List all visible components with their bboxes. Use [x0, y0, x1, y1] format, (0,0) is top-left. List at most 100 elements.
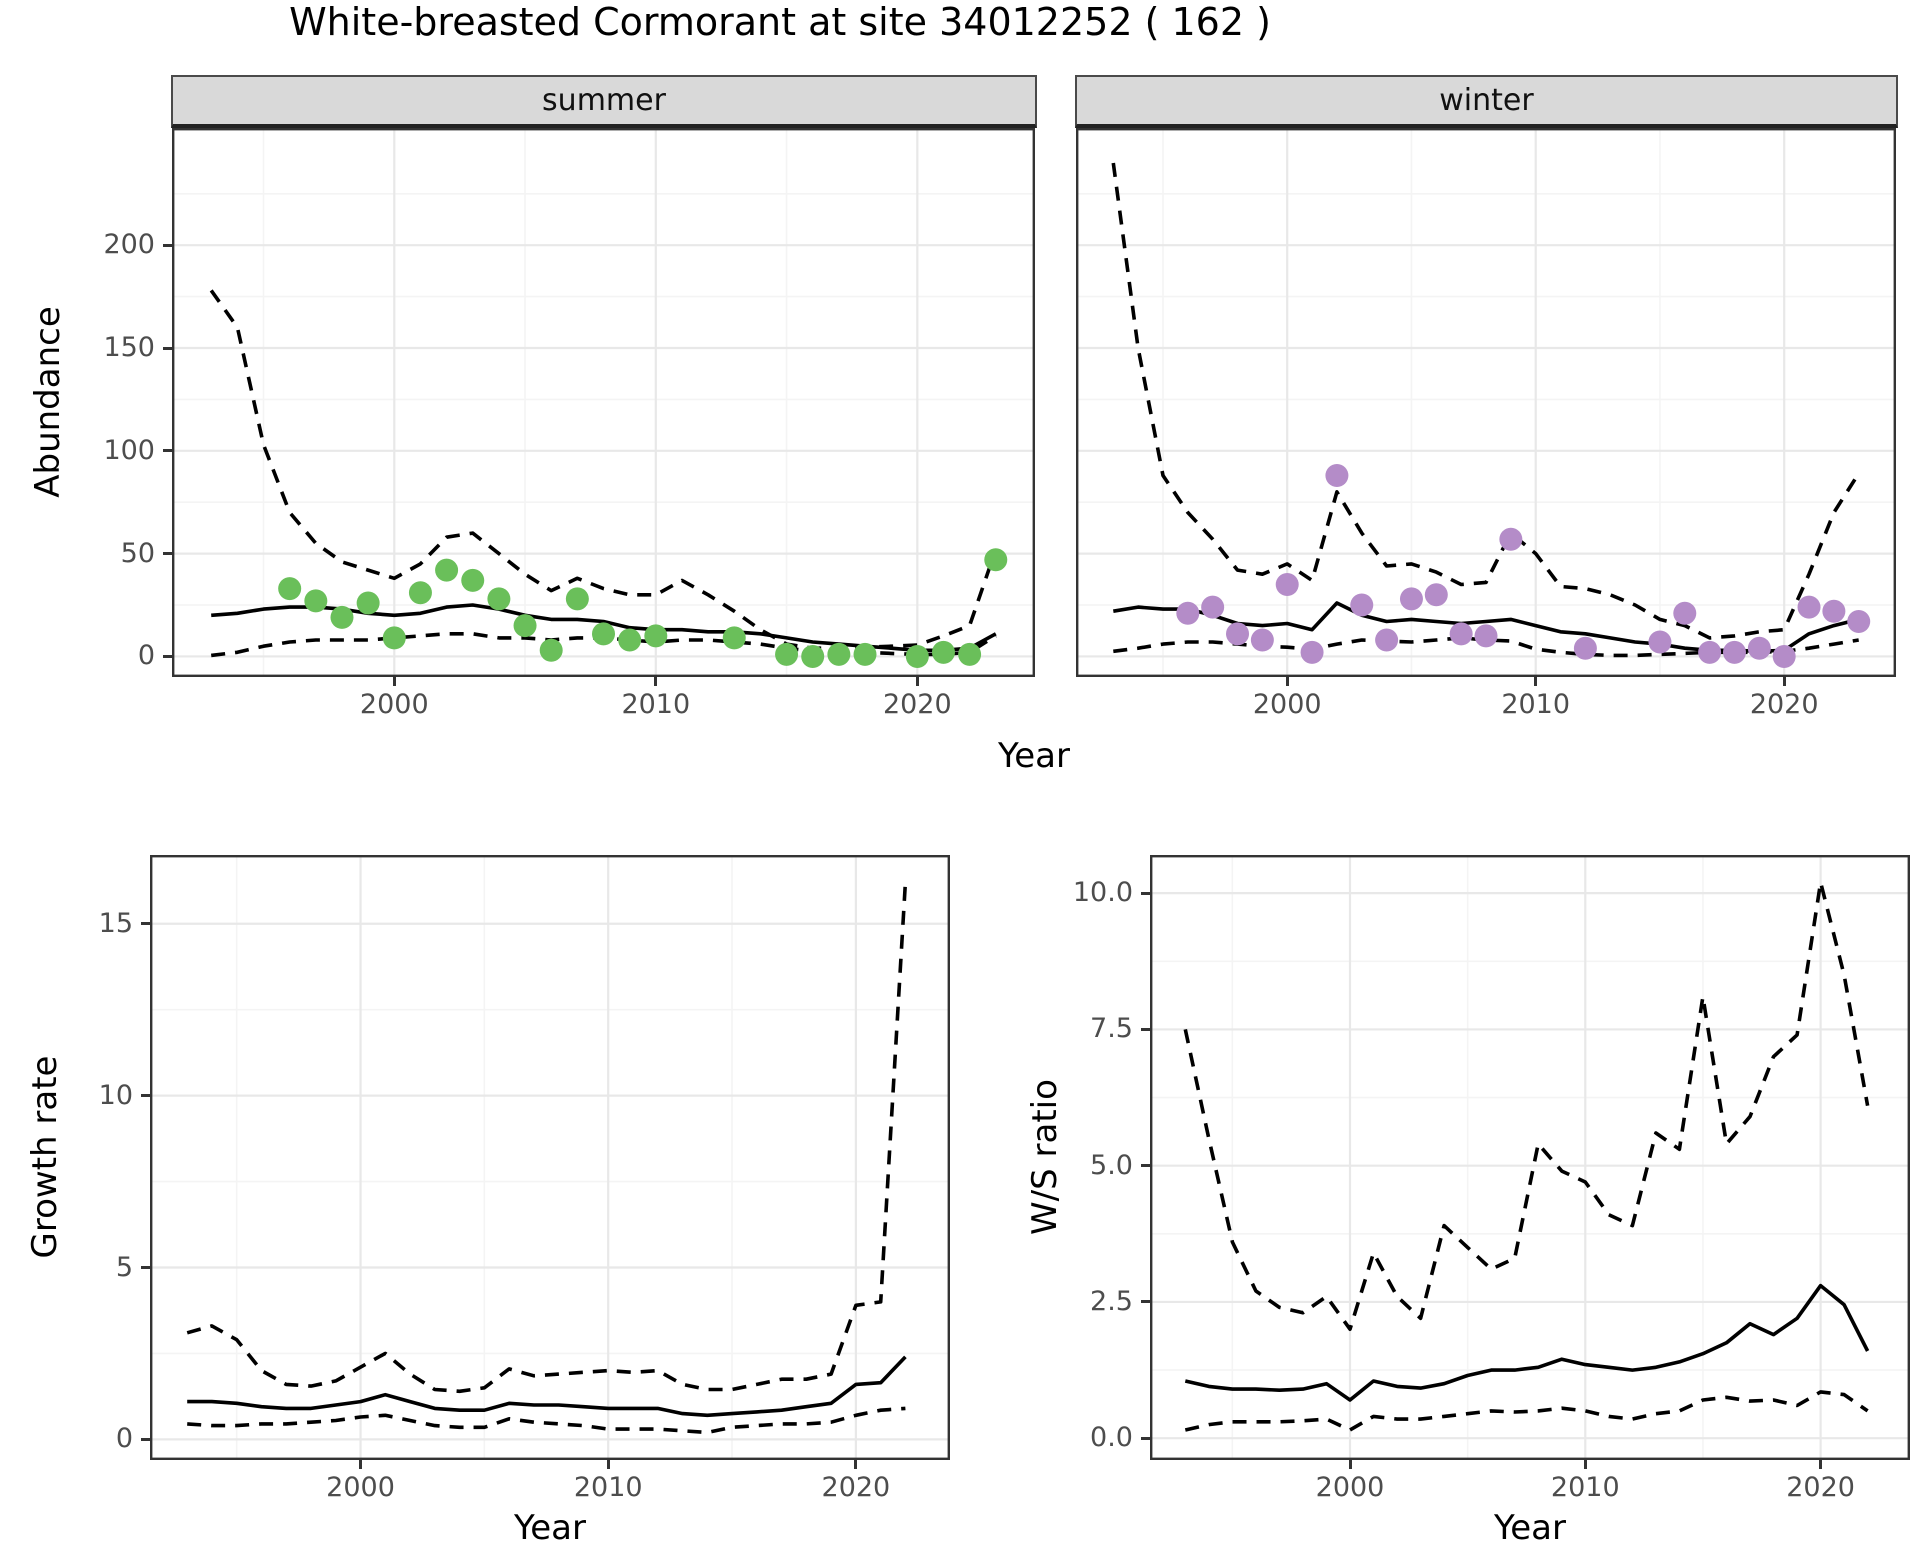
abundance-winter-data-point [1300, 640, 1324, 664]
abundance-winter-data-point [1226, 622, 1250, 646]
y-tick [163, 449, 172, 453]
abundance-summer-data-point [278, 577, 302, 601]
year-axis-label-ws: Year [1494, 1508, 1566, 1548]
abundance-winter-data-point [1797, 595, 1821, 619]
abundance-winter-data-point [1499, 527, 1523, 551]
abundance-summer-data-point [461, 568, 485, 592]
x-tick [1819, 1460, 1823, 1469]
abundance-summer-data-point [513, 614, 537, 638]
figure-title: White-breasted Cormorant at site 3401225… [289, 0, 1271, 44]
x-tick-label: 2000 [1315, 1472, 1385, 1503]
abundance-summer-chart [172, 128, 1035, 677]
x-tick [359, 1460, 363, 1469]
abundance-winter-data-point [1375, 628, 1399, 652]
abundance-winter-data-point [1325, 463, 1349, 487]
abundance-winter-data-point [1822, 599, 1846, 623]
x-tick-label: 2000 [326, 1472, 395, 1503]
y-tick-label: 2.5 [1090, 1285, 1133, 1317]
y-tick-label: 10 [98, 1079, 133, 1111]
abundance-summer-data-point [958, 642, 982, 666]
y-tick [1141, 891, 1150, 895]
x-tick-label: 2020 [882, 689, 952, 720]
abundance-summer-data-point [356, 591, 380, 615]
abundance-summer-data-point [722, 626, 746, 650]
abundance-summer-data-point [984, 548, 1008, 572]
x-tick [1583, 1460, 1587, 1469]
y-tick [141, 1266, 150, 1269]
growth-rate-ci-line [187, 1406, 906, 1435]
abundance-winter-data-point [1474, 624, 1498, 648]
x-tick-label: 2020 [821, 1472, 891, 1503]
y-tick [1141, 1027, 1150, 1031]
y-tick-label: 7.5 [1090, 1013, 1133, 1045]
y-tick [141, 922, 150, 926]
x-tick [1285, 677, 1289, 686]
abundance-summer-data-point [592, 622, 615, 646]
x-tick-label: 2000 [1252, 689, 1322, 720]
year-axis-label-top: Year [998, 736, 1070, 776]
x-tick-label: 2000 [359, 689, 429, 720]
x-tick-label: 2020 [1749, 689, 1819, 720]
abundance-summer-data-point [487, 587, 511, 611]
facet-strip-summer: summer [171, 75, 1037, 128]
abundance-winter-data-point [1250, 628, 1274, 652]
abundance-summer-data-point [304, 589, 328, 613]
abundance-summer-data-point [565, 587, 589, 611]
y-tick-label: 5 [115, 1251, 133, 1283]
x-tick-label: 2010 [573, 1472, 643, 1503]
abundance-winter-data-point [1673, 601, 1697, 625]
y-tick [1141, 1436, 1150, 1440]
growth-rate-chart [150, 855, 950, 1460]
abundance-winter-data-point [1772, 644, 1796, 668]
abundance-summer-data-point [827, 642, 851, 666]
x-tick [1782, 677, 1786, 686]
growth-rate-mean-line [187, 1355, 907, 1418]
x-tick-label: 2010 [1550, 1472, 1620, 1503]
abundance-winter-data-point [1747, 636, 1771, 660]
abundance-winter-ci-line [1111, 162, 1861, 640]
abundance-winter-data-point [1399, 587, 1423, 611]
abundance-winter-data-point [1722, 640, 1746, 664]
abundance-winter-data-point [1201, 595, 1225, 619]
abundance-summer-data-point [330, 605, 354, 629]
abundance-summer-data-point [408, 581, 432, 605]
abundance-winter-data-point [1449, 622, 1473, 646]
ws-ratio-ci-line [1184, 1390, 1869, 1432]
ws-ratio-mean-line [1184, 1283, 1870, 1402]
facet-strip-summer-label: summer [542, 83, 666, 118]
y-tick [141, 1094, 150, 1098]
ws-ratio-panel [1150, 855, 1910, 1460]
y-tick [141, 1437, 150, 1441]
abundance-summer-panel [172, 128, 1035, 677]
y-tick-label: 150 [103, 332, 155, 363]
abundance-winter-chart [1076, 128, 1896, 677]
abundance-winter-data-point [1847, 609, 1871, 633]
x-tick [915, 677, 919, 686]
x-tick [1534, 677, 1538, 686]
y-tick-label: 15 [98, 907, 133, 939]
abundance-winter-data-point [1648, 630, 1672, 654]
y-tick [1141, 1300, 1150, 1304]
abundance-summer-data-point [382, 626, 406, 650]
y-tick-label: 0 [115, 1423, 133, 1455]
abundance-summer-data-point [435, 558, 459, 582]
x-tick [392, 677, 396, 686]
ws-ratio-chart [1150, 855, 1910, 1460]
y-tick [163, 346, 172, 350]
abundance-winter-data-point [1698, 640, 1722, 664]
abundance-winter-data-point [1350, 593, 1374, 617]
abundance-summer-data-point [644, 624, 668, 648]
abundance-summer-data-point [618, 628, 642, 652]
y-tick-label: 0 [137, 640, 155, 672]
x-tick-label: 2010 [621, 689, 691, 720]
x-tick-label: 2020 [1786, 1472, 1855, 1503]
abundance-axis-label: Abundance [28, 306, 68, 498]
abundance-summer-data-point [539, 638, 563, 662]
ws-ratio-ci-line [1183, 880, 1870, 1331]
y-tick-label: 10.0 [1072, 877, 1133, 909]
y-tick [163, 243, 172, 247]
abundance-winter-data-point [1275, 572, 1299, 596]
y-tick [163, 552, 172, 556]
x-tick [1348, 1460, 1352, 1469]
